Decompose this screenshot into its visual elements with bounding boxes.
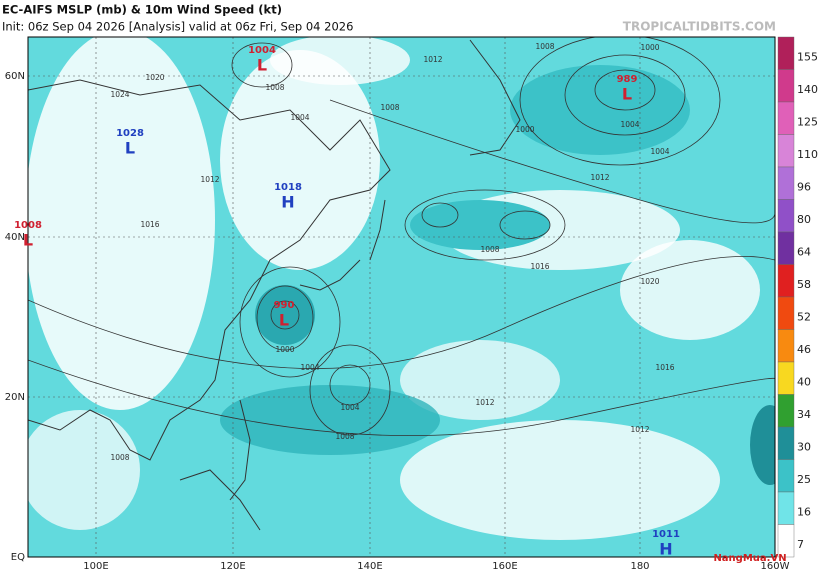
isobar-label: 1024 xyxy=(110,90,129,99)
lat-label: 20N xyxy=(5,392,25,403)
colorbar-segment xyxy=(777,134,795,168)
lon-label: 160W xyxy=(761,561,790,572)
colorbar-label: 64 xyxy=(797,245,811,258)
isobar-label: 1008 xyxy=(535,42,554,51)
pressure-letter: L xyxy=(23,231,33,250)
colorbar-segment xyxy=(777,524,795,558)
pressure-value: 1004 xyxy=(248,45,276,56)
pressure-value: 990 xyxy=(274,300,295,311)
colorbar-label: 7 xyxy=(797,538,804,551)
isobar-label: 1004 xyxy=(300,363,319,372)
colorbar-label: 155 xyxy=(797,50,818,63)
lat-label: 40N xyxy=(5,232,25,243)
pressure-letter: L xyxy=(622,85,632,104)
pressure-letter: L xyxy=(257,56,267,75)
isobar-label: 1008 xyxy=(265,83,284,92)
colorbar-segment xyxy=(777,329,795,363)
colorbar-label: 40 xyxy=(797,375,811,388)
isobar-label: 1000 xyxy=(640,43,659,52)
colorbar-label: 30 xyxy=(797,440,811,453)
map-field xyxy=(28,37,775,557)
colorbar-label: 125 xyxy=(797,115,818,128)
pressure-letter: H xyxy=(659,540,672,559)
pressure-value: 1028 xyxy=(116,128,144,139)
isobar-label: 1004 xyxy=(290,113,309,122)
lon-label: 140E xyxy=(357,561,382,572)
colorbar-label: 52 xyxy=(797,310,811,323)
colorbar-segment xyxy=(777,36,795,70)
colorbar-segment xyxy=(777,394,795,428)
colorbar-segment xyxy=(777,426,795,460)
pressure-value: 1011 xyxy=(652,529,680,540)
isobar-label: 1016 xyxy=(655,363,674,372)
isobar-label: 1004 xyxy=(650,147,669,156)
isobar-label: 1016 xyxy=(530,262,549,271)
isobar-label: 1020 xyxy=(640,277,659,286)
colorbar-label: 110 xyxy=(797,148,818,161)
colorbar-label: 34 xyxy=(797,408,811,421)
isobar-label: 1012 xyxy=(590,173,609,182)
colorbar-label: 16 xyxy=(797,505,811,518)
colorbar-segment xyxy=(777,166,795,200)
isobar-label: 1020 xyxy=(145,73,164,82)
isobar-label: 1008 xyxy=(110,453,129,462)
pressure-letter: L xyxy=(279,311,289,330)
colorbar-segment xyxy=(777,199,795,233)
isobar-label: 1000 xyxy=(275,345,294,354)
colorbar-segment xyxy=(777,264,795,298)
isobar-label: 1012 xyxy=(423,55,442,64)
isobar-label: 1008 xyxy=(480,245,499,254)
colorbar-label: 140 xyxy=(797,83,818,96)
colorbar: 155 140 125 110 96 80 64 58 52 46 40 34 30 25 16 7 xyxy=(777,36,818,558)
colorbar-label: 58 xyxy=(797,278,811,291)
lat-label: 60N xyxy=(5,71,25,82)
lon-label: 160E xyxy=(492,561,517,572)
colorbar-segment xyxy=(777,69,795,103)
pressure-letter: L xyxy=(125,139,135,158)
isobar-label: 1004 xyxy=(620,120,639,129)
isobar-label: 1000 xyxy=(515,125,534,134)
isobar-label: 1012 xyxy=(200,175,219,184)
colorbar-label: 46 xyxy=(797,343,811,356)
lon-label: 120E xyxy=(220,561,245,572)
pressure-letter: H xyxy=(281,193,294,212)
pressure-value: 989 xyxy=(617,74,638,85)
colorbar-label: 25 xyxy=(797,473,811,486)
watermark: TROPICALTIDBITS.COM xyxy=(623,20,776,34)
colorbar-label: 80 xyxy=(797,213,811,226)
lat-label: EQ xyxy=(11,552,25,563)
pressure-value: 1018 xyxy=(274,182,302,193)
lon-label: 180 xyxy=(630,561,649,572)
isobar-label: 1004 xyxy=(340,403,359,412)
isobar-label: 1008 xyxy=(335,432,354,441)
isobar-label: 1016 xyxy=(140,220,159,229)
colorbar-segment xyxy=(777,296,795,330)
isobar-label: 1008 xyxy=(380,103,399,112)
lon-label: 100E xyxy=(83,561,108,572)
colorbar-segment xyxy=(777,459,795,493)
subtitle: Init: 06z Sep 04 2026 [Analysis] valid a… xyxy=(2,20,353,34)
colorbar-label: 96 xyxy=(797,180,811,193)
pressure-value: 1008 xyxy=(14,220,42,231)
isobar-label: 1012 xyxy=(475,398,494,407)
isobar-label: 1012 xyxy=(630,425,649,434)
colorbar-segment xyxy=(777,361,795,395)
branding: NangMua.VN xyxy=(713,553,786,564)
colorbar-segment xyxy=(777,491,795,525)
colorbar-segment xyxy=(777,231,795,265)
colorbar-segment xyxy=(777,101,795,135)
title: EC-AIFS MSLP (mb) & 10m Wind Speed (kt) xyxy=(2,3,282,17)
